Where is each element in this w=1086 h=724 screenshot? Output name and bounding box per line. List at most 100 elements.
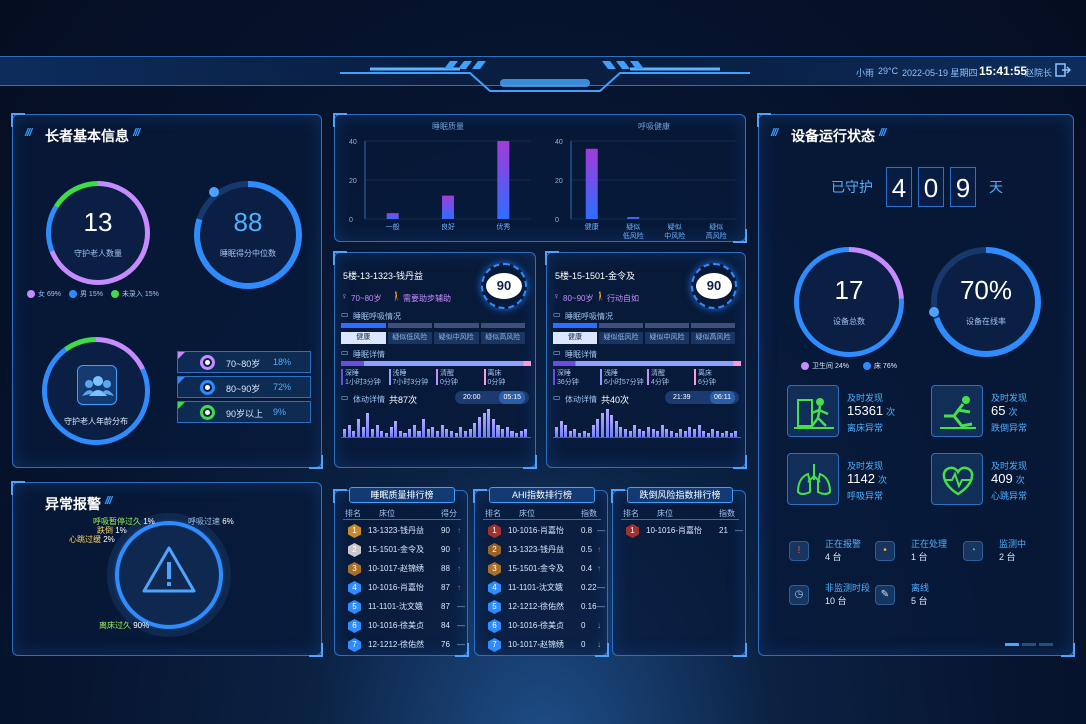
ranking-divider bbox=[483, 519, 601, 520]
ranking-header: 排名 bbox=[345, 509, 361, 518]
event-count-line: 1142 次 bbox=[847, 471, 887, 486]
movement-bar bbox=[389, 427, 393, 437]
ranking-header: 床位 bbox=[519, 509, 535, 518]
sleep-item-value: 0分钟 bbox=[487, 379, 506, 386]
ranking-row[interactable]: 4 11-1101-沈文娥 0.22— bbox=[475, 581, 609, 599]
age-ring-icon bbox=[200, 380, 215, 395]
sleep-item-text: 浅睡 7小时3分钟 bbox=[393, 369, 429, 387]
movement-total: 共87次 bbox=[389, 395, 418, 405]
rank-badge: 4 bbox=[488, 581, 501, 595]
ranking-title: 睡眠质量排行榜 bbox=[370, 490, 434, 500]
ranking-row[interactable]: 6 10-1016-徐美贞 84 — bbox=[335, 619, 469, 637]
ranking-row[interactable]: 7 12-1212-徐佑然 76 — bbox=[335, 638, 469, 656]
movement-bar bbox=[610, 415, 614, 437]
x-tick-label: 疑似 bbox=[668, 222, 682, 231]
sleep-item-text: 清醒 4分钟 bbox=[651, 369, 669, 387]
page-indicator[interactable] bbox=[1039, 643, 1053, 646]
sleep-item-text: 清醒 0分钟 bbox=[440, 369, 458, 387]
rank-trend-icon: ↑ bbox=[457, 545, 461, 554]
rank-value: 0.16 bbox=[581, 602, 597, 611]
gender-legend-value: 15% bbox=[144, 291, 159, 298]
movement-icon: ▭ bbox=[341, 393, 349, 402]
movement-bar bbox=[510, 431, 514, 437]
device-total-ring bbox=[794, 247, 904, 357]
event-desc: 跌倒异常 bbox=[991, 423, 1028, 433]
logout-icon[interactable] bbox=[1055, 62, 1071, 78]
rank-bed: 10-1016-肖嘉怡 bbox=[646, 526, 703, 535]
breath-level-label: 疑似中风险 bbox=[645, 332, 689, 344]
processing-icon: • bbox=[875, 541, 895, 561]
rank-badge: 2 bbox=[488, 543, 501, 557]
end-time: 05:15 bbox=[499, 391, 525, 404]
age-distribution-label: 守护老人年龄分布 bbox=[64, 417, 128, 426]
rank-value: 90 bbox=[441, 545, 450, 554]
sleep-item-marker bbox=[483, 369, 486, 385]
movement-bar bbox=[361, 427, 365, 437]
heart-icon bbox=[931, 453, 983, 505]
elder-card-1[interactable]: 5楼-13-1323-钱丹益 90 ♀ 70~80岁 🚶 需要助步辅助 ▭ 睡眠呼吸情况 健康疑… bbox=[333, 251, 537, 469]
breath-level-bar bbox=[599, 323, 643, 328]
y-tick-label: 20 bbox=[349, 178, 357, 185]
user-name[interactable]: 赵院长 bbox=[1025, 68, 1053, 78]
elder-card-2[interactable]: 5楼-15-1501-金令及 90 ♀ 80~90岁 🚶 行动自如 ▭ 睡眠呼吸情况 健康 疑似低… bbox=[545, 251, 747, 469]
ranking-row[interactable]: 5 12-1212-徐佑然 0.16— bbox=[475, 600, 609, 618]
status-value: 4 台 bbox=[825, 552, 842, 562]
ranking-row[interactable]: 5 11-1101-沈文娥 87 — bbox=[335, 600, 469, 618]
age-ring-dot bbox=[205, 410, 210, 415]
rank-trend-icon: — bbox=[457, 621, 465, 630]
ranking-header: 床位 bbox=[379, 509, 395, 518]
ranking-row[interactable]: 3 15-1501-金令及 0.4 ↑ bbox=[475, 562, 609, 580]
event-label: 及时发现 bbox=[847, 393, 884, 403]
x-tick-label: 高风险 bbox=[706, 231, 727, 240]
age-corner-accent bbox=[178, 352, 185, 359]
lungs-icon bbox=[787, 453, 839, 505]
age-ring-icon bbox=[200, 405, 215, 420]
date-text: 2022-05-19 星期四 bbox=[902, 68, 978, 78]
page-indicator[interactable] bbox=[1022, 643, 1036, 646]
device-total-label: 设备总数 bbox=[833, 317, 865, 326]
legend-dot bbox=[110, 290, 119, 299]
ranking-row[interactable]: 1 10-1016-肖嘉怡 0.8 — bbox=[475, 524, 609, 542]
elder-total-ring bbox=[46, 181, 150, 285]
sleep-item: 清醒 0分钟 bbox=[436, 369, 484, 387]
ranking-row[interactable]: 2 13-1323-钱丹益 0.5 ↑ bbox=[475, 543, 609, 561]
bar bbox=[386, 213, 399, 219]
ranking-row[interactable]: 3 10-1017-赵锦绣 88 ↑ bbox=[335, 562, 469, 580]
movement-axis bbox=[553, 437, 741, 438]
status-value: 10 台 bbox=[825, 596, 847, 606]
sleep-title: 睡眠详情 bbox=[353, 350, 385, 359]
x-tick-label: 疑似 bbox=[709, 222, 723, 231]
ranking-row[interactable]: 4 10-1016-肖嘉怡 87 ↑ bbox=[335, 581, 469, 599]
rank-trend-icon: ↑ bbox=[457, 583, 461, 592]
status-label: 正在处理 bbox=[911, 539, 948, 549]
sleep-item-name: 深睡 bbox=[557, 370, 571, 377]
ranking-title: 跌倒风险指数排行榜 bbox=[639, 490, 721, 500]
sleep-item: 深睡 1小时3分钟 bbox=[341, 369, 389, 387]
alarm-title: 异常报警 bbox=[45, 496, 101, 512]
y-tick-label: 0 bbox=[555, 217, 559, 224]
movement-bar bbox=[674, 433, 678, 437]
ranking-row[interactable]: 2 15-1501-金令及 90 ↑ bbox=[335, 543, 469, 561]
event-count: 409 bbox=[991, 471, 1013, 486]
device-legend-value: 76% bbox=[882, 363, 897, 370]
event-desc: 离床异常 bbox=[847, 423, 884, 433]
event-label: 及时发现 bbox=[847, 461, 884, 471]
ranking-row[interactable]: 1 10-1016-肖嘉怡 21 — bbox=[613, 524, 747, 542]
movement-bar bbox=[647, 427, 651, 437]
ranking-row[interactable]: 6 10-1016-徐美贞 0 ↓ bbox=[475, 619, 609, 637]
page-indicator-active[interactable] bbox=[1005, 643, 1019, 646]
age-group-label: 80~90岁 bbox=[226, 384, 261, 394]
alarm-label-bradycardia: 心跳过缓 2% bbox=[69, 535, 115, 544]
age-group-row: 70~80岁 18% bbox=[177, 351, 311, 373]
movement-bar bbox=[384, 433, 388, 437]
movement-bar bbox=[482, 413, 486, 437]
rank-badge: 5 bbox=[488, 600, 501, 614]
event-count-line: 65 次 bbox=[991, 403, 1017, 418]
movement-bar bbox=[573, 429, 577, 437]
status-value: 5 台 bbox=[911, 596, 928, 606]
ranking-row[interactable]: 7 10-1017-赵锦绣 0 ↓ bbox=[475, 638, 609, 656]
alarm-label-fall: 跌倒 1% bbox=[97, 526, 127, 535]
movement-bar bbox=[515, 433, 519, 437]
ranking-row[interactable]: 1 13-1323-钱丹益 90 ↑ bbox=[335, 524, 469, 542]
